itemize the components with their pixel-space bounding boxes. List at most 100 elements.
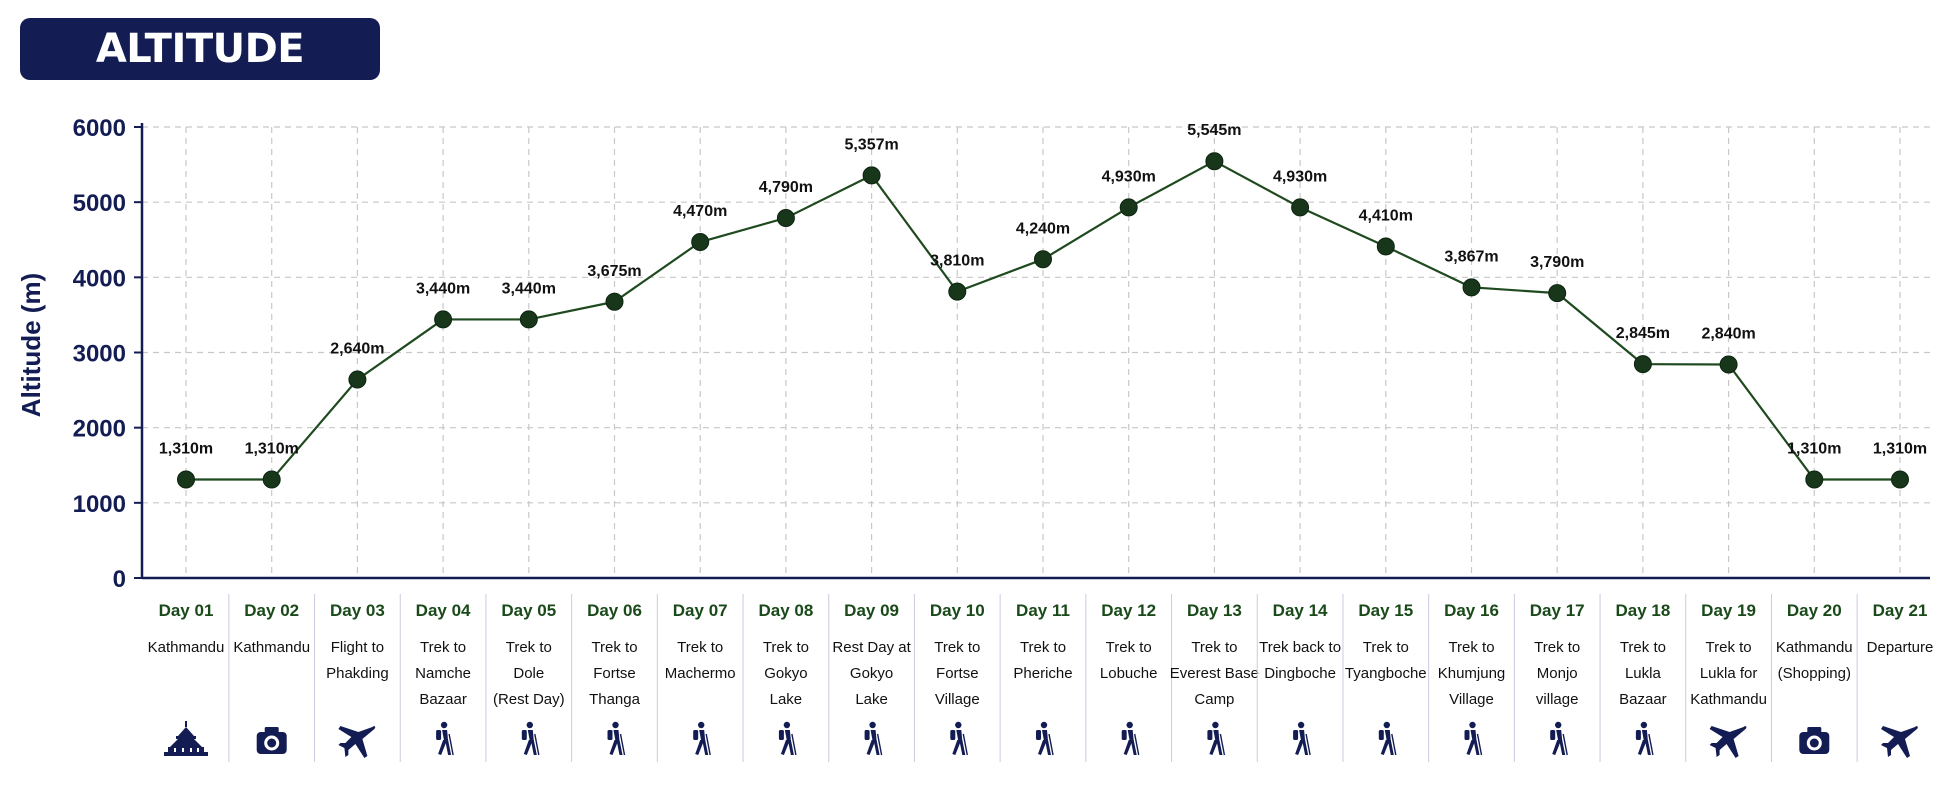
data-label: 1,310m — [1873, 441, 1927, 458]
hiker-icon — [1550, 721, 1568, 756]
day-label: Day 17 — [1530, 601, 1585, 620]
data-point — [605, 292, 624, 311]
data-point — [1376, 237, 1395, 256]
day-label: Day 01 — [159, 601, 214, 620]
data-point — [1548, 284, 1567, 303]
hiker-icon — [607, 721, 626, 756]
data-label: 3,867m — [1444, 248, 1498, 265]
hiker-icon — [778, 721, 797, 756]
day-label: Day 21 — [1873, 601, 1928, 620]
data-label: 4,410m — [1359, 208, 1413, 225]
data-label: 4,930m — [1102, 168, 1156, 185]
camera-icon — [256, 727, 287, 754]
day-description: Kathmandu — [148, 639, 225, 656]
data-point — [1805, 470, 1824, 489]
day-label: Day 09 — [844, 601, 899, 620]
chart-title: ALTITUDE CHART — [20, 18, 380, 134]
hiker-icon — [521, 721, 540, 756]
day-label: Day 15 — [1358, 601, 1413, 620]
data-point — [1891, 470, 1909, 489]
hiker-icon — [864, 721, 883, 756]
camera-icon — [1799, 727, 1830, 754]
data-label: 2,640m — [330, 341, 384, 358]
data-point — [1034, 250, 1052, 269]
data-point — [691, 233, 710, 252]
day-label: Day 14 — [1273, 601, 1328, 620]
data-label: 2,845m — [1616, 325, 1670, 342]
day-label: Day 07 — [673, 601, 728, 620]
data-label: 1,310m — [159, 441, 213, 458]
day-label: Day 08 — [758, 601, 813, 620]
data-point — [948, 282, 967, 301]
data-label: 5,357m — [844, 136, 898, 153]
day-description: Trek to Pheriche — [1013, 639, 1072, 682]
data-point — [1719, 355, 1738, 374]
day-description: Trek to Everest Base Camp — [1170, 639, 1259, 708]
day-label: Day 11 — [1016, 601, 1070, 620]
day-columns: Day 01 Kathmandu Day 02 Kathmandu Day 03 Flig… — [148, 594, 1934, 762]
grid-lines — [142, 126, 1930, 578]
hiker-icon — [693, 721, 711, 756]
data-point — [434, 310, 453, 329]
data-label: 3,810m — [930, 253, 984, 270]
day-description: Trek to Gokyo Lake — [763, 639, 809, 708]
data-label: 3,440m — [502, 280, 556, 297]
y-tick-label: 1000 — [73, 491, 126, 518]
day-description: Trek to Fortse Thanga — [589, 639, 641, 708]
data-label: 2,840m — [1701, 326, 1755, 343]
y-ticks: 0 1000 2000 3000 4000 5000 6000 — [73, 115, 142, 593]
hiker-icon — [1293, 721, 1311, 756]
data-point — [519, 310, 538, 329]
day-description: Trek to Namche Bazaar — [415, 639, 471, 708]
day-description: Kathmandu (Shopping) — [1776, 639, 1853, 682]
temple-icon — [164, 721, 208, 756]
data-point — [348, 370, 367, 389]
day-description: Departure — [1867, 639, 1934, 656]
day-description: Trek to Monjo village — [1534, 639, 1580, 708]
data-label: 4,470m — [673, 203, 727, 220]
day-description: Trek to Tyangboche — [1345, 639, 1427, 682]
data-label: 3,440m — [416, 280, 470, 297]
day-label: Day 03 — [330, 601, 385, 620]
day-label: Day 06 — [587, 601, 642, 620]
day-label: Day 10 — [930, 601, 985, 620]
data-label: 4,930m — [1273, 168, 1327, 185]
y-tick-label: 0 — [113, 566, 126, 593]
hiker-icon — [1207, 721, 1226, 756]
day-label: Day 05 — [501, 601, 556, 620]
day-label: Day 13 — [1187, 601, 1242, 620]
y-tick-label: 6000 — [73, 115, 126, 142]
hiker-icon — [1121, 721, 1140, 756]
data-label: 3,790m — [1530, 254, 1584, 271]
plane-icon — [1709, 726, 1747, 758]
day-label: Day 19 — [1701, 601, 1756, 620]
series-altitude: 1,310m 1,310m 2,640m 3,440m 3,440m 3,675m 4,47… — [159, 122, 1927, 489]
day-label: Day 04 — [416, 601, 471, 620]
day-label: Day 02 — [244, 601, 299, 620]
y-tick-label: 2000 — [73, 416, 126, 443]
data-label: 1,310m — [1787, 441, 1841, 458]
axes — [140, 123, 1930, 580]
hiker-icon — [1464, 721, 1483, 756]
day-description: Rest Day at Gokyo Lake — [832, 639, 911, 708]
hiker-icon — [1378, 721, 1397, 756]
day-label: Day 16 — [1444, 601, 1499, 620]
day-description: Trek to Dole (Rest Day) — [493, 639, 565, 708]
data-label: 5,545m — [1187, 122, 1241, 139]
y-axis-label: Altitude (m) — [16, 273, 46, 417]
data-point — [776, 208, 795, 227]
hiker-icon — [1635, 721, 1654, 756]
y-tick-label: 4000 — [73, 265, 126, 292]
hiker-icon — [436, 721, 454, 756]
day-description: Flight to Phakding — [326, 639, 389, 682]
y-tick-label: 5000 — [73, 190, 126, 217]
y-tick-label: 3000 — [73, 341, 126, 368]
data-point — [1291, 198, 1310, 217]
day-description: Trek to Machermo — [665, 639, 736, 682]
hiker-icon — [1036, 721, 1054, 756]
day-description: Trek to Lukla for Kathmandu — [1690, 639, 1767, 708]
data-point — [1462, 278, 1481, 297]
day-description: Trek to Fortse Village — [934, 639, 980, 708]
data-label: 1,310m — [245, 441, 299, 458]
plane-icon — [1881, 726, 1918, 758]
